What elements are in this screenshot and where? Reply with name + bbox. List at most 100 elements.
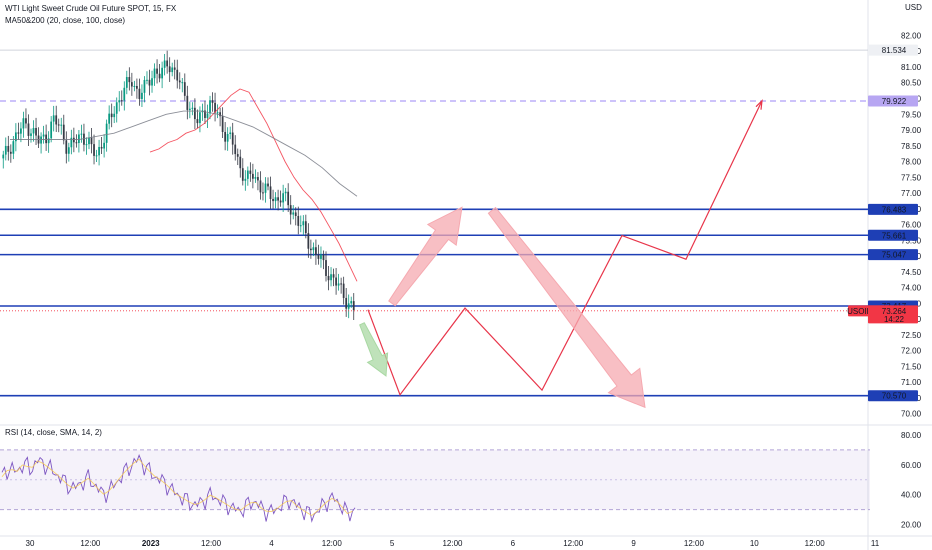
price-tick-label: 79.00 — [901, 126, 922, 135]
candle-body — [52, 115, 55, 122]
candle-body — [166, 60, 169, 67]
candle-body — [224, 131, 227, 142]
ma-indicator-label: MA50&200 (20, close, 100, close) — [5, 16, 126, 25]
time-tick-label: 12:00 — [201, 539, 222, 548]
candle-body — [136, 85, 138, 89]
candle-body — [269, 186, 272, 199]
candle-body — [20, 128, 22, 134]
time-tick-label: 4 — [269, 539, 274, 548]
level-price-tag: 75.661 — [882, 231, 907, 240]
candle-body — [161, 67, 163, 79]
candle-body — [83, 133, 85, 145]
candle-body — [297, 215, 300, 226]
candle-body — [138, 88, 141, 99]
candle-body — [27, 123, 30, 136]
time-tick-label: 10 — [750, 539, 759, 548]
time-tick-label: 12:00 — [805, 539, 826, 548]
candle-body — [302, 221, 305, 226]
price-tick-label: 75.50 — [901, 236, 922, 245]
candle-body — [57, 124, 60, 126]
candle-body — [105, 123, 108, 143]
time-tick-label: 2023 — [142, 539, 160, 548]
candle-body — [146, 79, 148, 81]
candle-body — [7, 145, 10, 152]
level-price-tag: 76.483 — [882, 205, 907, 214]
candle-body — [100, 146, 103, 149]
candle-body — [35, 127, 37, 136]
candle-body — [130, 82, 133, 87]
candle-body — [196, 119, 199, 124]
last-price-tag: 73.264 — [882, 307, 907, 316]
candle-body — [249, 170, 252, 174]
candle-body — [60, 124, 63, 126]
candle-body — [22, 118, 25, 129]
candle-body — [47, 138, 50, 144]
high-price-tag: 81.534 — [882, 46, 907, 55]
candle-body — [332, 274, 335, 278]
candle-body — [70, 137, 73, 148]
price-tick-label: 81.00 — [901, 63, 922, 72]
candle-body — [186, 95, 189, 110]
level-price-tag: 75.047 — [882, 251, 907, 260]
candle-body — [254, 177, 257, 179]
candle-body — [30, 133, 32, 136]
candle-body — [282, 193, 285, 203]
price-tick-label: 78.00 — [901, 158, 922, 167]
candle-body — [327, 275, 330, 281]
candle-body — [148, 79, 151, 86]
candle-body — [262, 192, 264, 194]
candle-body — [267, 183, 269, 187]
candle-body — [246, 170, 249, 179]
candle-body — [80, 133, 83, 135]
candle-body — [108, 113, 111, 124]
candle-body — [188, 108, 191, 110]
candle-body — [143, 79, 146, 93]
candle-body — [299, 225, 302, 227]
candle-body — [221, 116, 224, 132]
candle-body — [236, 154, 239, 157]
candle-body — [12, 141, 15, 154]
candle-body — [62, 124, 65, 141]
level-price-tag-bg — [868, 95, 918, 107]
candle-body — [304, 221, 307, 234]
candle-body — [194, 107, 196, 120]
candle-body — [279, 200, 282, 203]
symbol-title: WTI Light Sweet Crude Oil Future SPOT, 1… — [5, 4, 177, 13]
candle-body — [309, 248, 312, 251]
candle-body — [95, 155, 98, 157]
candle-body — [284, 191, 287, 194]
price-tick-label: 78.50 — [901, 142, 922, 151]
candle-body — [340, 283, 343, 285]
candle-body — [330, 274, 332, 281]
candle-body — [294, 212, 297, 216]
candle-body — [350, 301, 353, 304]
time-tick-label: 12:00 — [80, 539, 101, 548]
candle-body — [289, 205, 292, 215]
candle-body — [274, 197, 277, 202]
candle-body — [163, 60, 166, 68]
time-tick-label: 30 — [26, 539, 35, 548]
bar-countdown: 14:22 — [884, 315, 905, 324]
candle-body — [42, 134, 45, 137]
candle-body — [277, 197, 279, 201]
price-tick-label: 74.00 — [901, 284, 922, 293]
candle-body — [251, 173, 254, 179]
time-tick-label: 6 — [511, 539, 516, 548]
candle-body — [315, 247, 317, 255]
candle-body — [231, 132, 234, 145]
level-price-tag-bg — [868, 390, 918, 402]
candle-body — [173, 67, 176, 70]
price-tick-label: 74.50 — [901, 268, 922, 277]
time-tick-label: 12:00 — [322, 539, 343, 548]
candle-body — [335, 277, 337, 286]
level-price-tag: 70.570 — [882, 392, 907, 401]
price-tick-label: 76.00 — [901, 221, 922, 230]
candle-body — [118, 100, 121, 103]
candle-body — [181, 82, 184, 84]
candle-body — [244, 178, 247, 181]
candle-body — [204, 110, 206, 118]
price-tick-label: 79.50 — [901, 110, 922, 119]
candle-body — [191, 107, 194, 109]
candle-body — [25, 118, 27, 124]
